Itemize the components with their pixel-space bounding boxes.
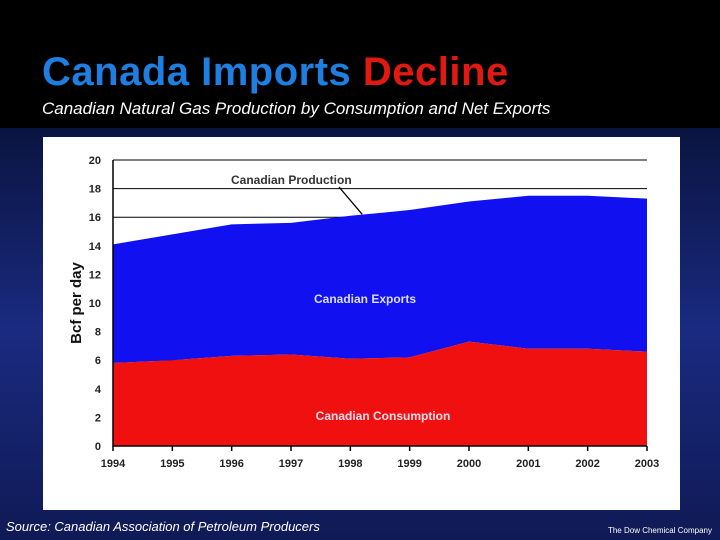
area-layer: [113, 195, 647, 446]
chart-panel: 0 2 4 6 8 10 12 14 16 18 20 1994 1995 1996 1997 1998 199…: [43, 137, 680, 510]
series-area-canadian-consumption: [113, 341, 647, 446]
title-part-decline: Decline: [362, 50, 509, 94]
y-axis-label: Bcf per day: [68, 261, 85, 343]
y-tick-label-2: 2: [95, 412, 101, 424]
company-footer: The Dow Chemical Company: [607, 526, 712, 535]
x-tick-label-1998: 1998: [338, 458, 362, 470]
series-area-canadian-exports: [113, 195, 647, 364]
slide-subtitle: Canadian Natural Gas Production by Consu…: [42, 99, 551, 118]
x-tick-label-1994: 1994: [101, 458, 126, 470]
title-part-canada-imports: Canada Imports: [42, 50, 352, 94]
annotation-canadian-consumption: Canadian Consumption: [316, 409, 451, 423]
x-tick-label-1999: 1999: [397, 458, 421, 470]
area-chart: 0 2 4 6 8 10 12 14 16 18 20 1994 1995 1996 1997 1998 199…: [68, 155, 659, 470]
slide-title: Canada Imports Decline: [42, 50, 509, 95]
x-tick-label-1996: 1996: [219, 458, 243, 470]
y-tick-label-10: 10: [89, 298, 101, 310]
x-tick-label-1995: 1995: [160, 458, 184, 470]
source-note: Source: Canadian Association of Petroleu…: [6, 519, 320, 534]
y-tick-label-16: 16: [89, 212, 101, 224]
axis-layer: 0 2 4 6 8 10 12 14 16 18 20 1994 1995 1996 1997 1998 199…: [89, 155, 659, 470]
x-tick-label-1997: 1997: [279, 458, 303, 470]
annotation-canadian-production: Canadian Production: [231, 173, 352, 187]
annotation-canadian-exports: Canadian Exports: [314, 292, 416, 306]
y-tick-label-12: 12: [89, 269, 101, 281]
x-tick-label-2002: 2002: [575, 458, 599, 470]
x-tick-label-2000: 2000: [457, 458, 481, 470]
y-tick-label-4: 4: [95, 384, 102, 396]
y-tick-label-6: 6: [95, 355, 101, 367]
x-tick-label-2003: 2003: [635, 458, 659, 470]
y-tick-label-8: 8: [95, 327, 101, 339]
y-tick-label-20: 20: [89, 155, 101, 167]
label-layer: Bcf per day Canadian Production Canadian…: [68, 173, 450, 423]
y-tick-label-18: 18: [89, 184, 101, 196]
x-tick-label-2001: 2001: [516, 458, 540, 470]
y-tick-label-0: 0: [95, 441, 101, 453]
y-tick-label-14: 14: [89, 241, 102, 253]
annotation-pointer-line: [338, 186, 363, 215]
